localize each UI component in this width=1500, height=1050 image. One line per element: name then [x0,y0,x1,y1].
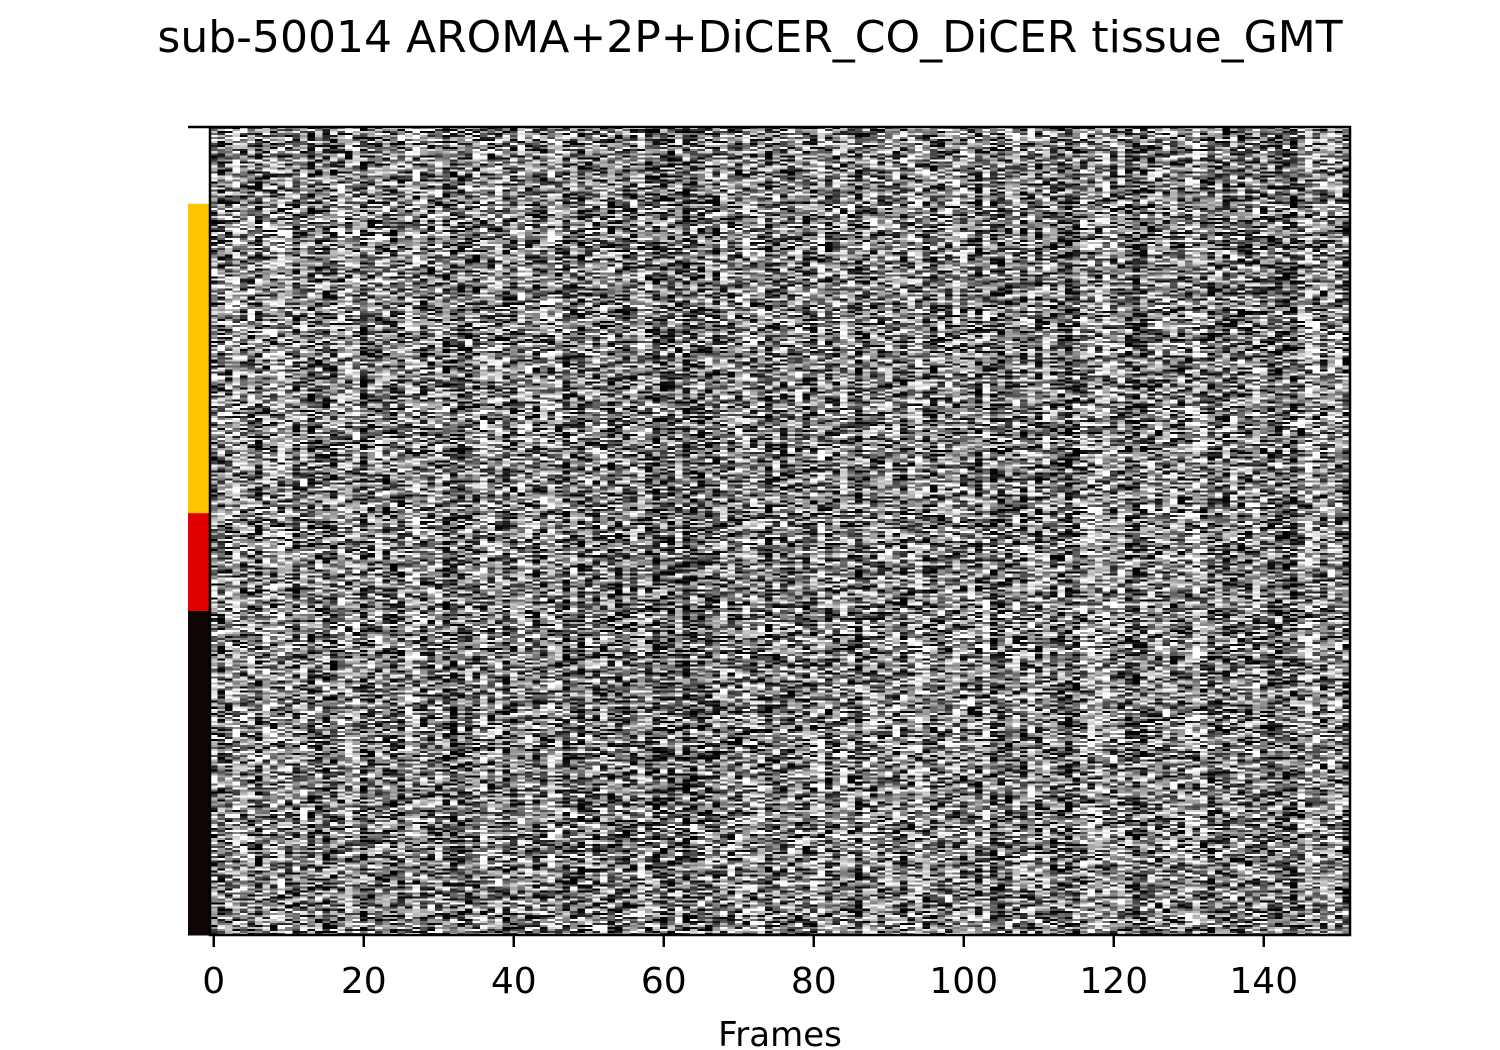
plot-frame [208,125,1352,937]
x-tick-label: 80 [791,961,837,1002]
carpet-image [210,127,1350,935]
x-tick-label: 0 [202,961,225,1002]
tissue-band-2 [188,513,210,612]
x-tick-label: 60 [641,961,687,1002]
tissue-color-bar [188,127,210,936]
x-tick-label: 120 [1079,961,1148,1002]
tissue-band-3 [188,610,210,936]
x-axis-label: Frames [718,1015,842,1050]
tissue-band-1 [188,203,210,514]
x-axis: 0 20 40 60 80 100 120 140 [202,935,1298,1002]
carpet-heatmap [210,127,1350,935]
chart-title: sub-50014 AROMA+2P+DiCER_CO_DiCER tissue… [157,12,1343,63]
x-tick-label: 100 [929,961,998,1002]
tissue-band-0 [188,127,210,205]
x-tick-label: 40 [491,961,537,1002]
x-tick-label: 140 [1229,961,1298,1002]
x-tick-label: 20 [341,961,387,1002]
